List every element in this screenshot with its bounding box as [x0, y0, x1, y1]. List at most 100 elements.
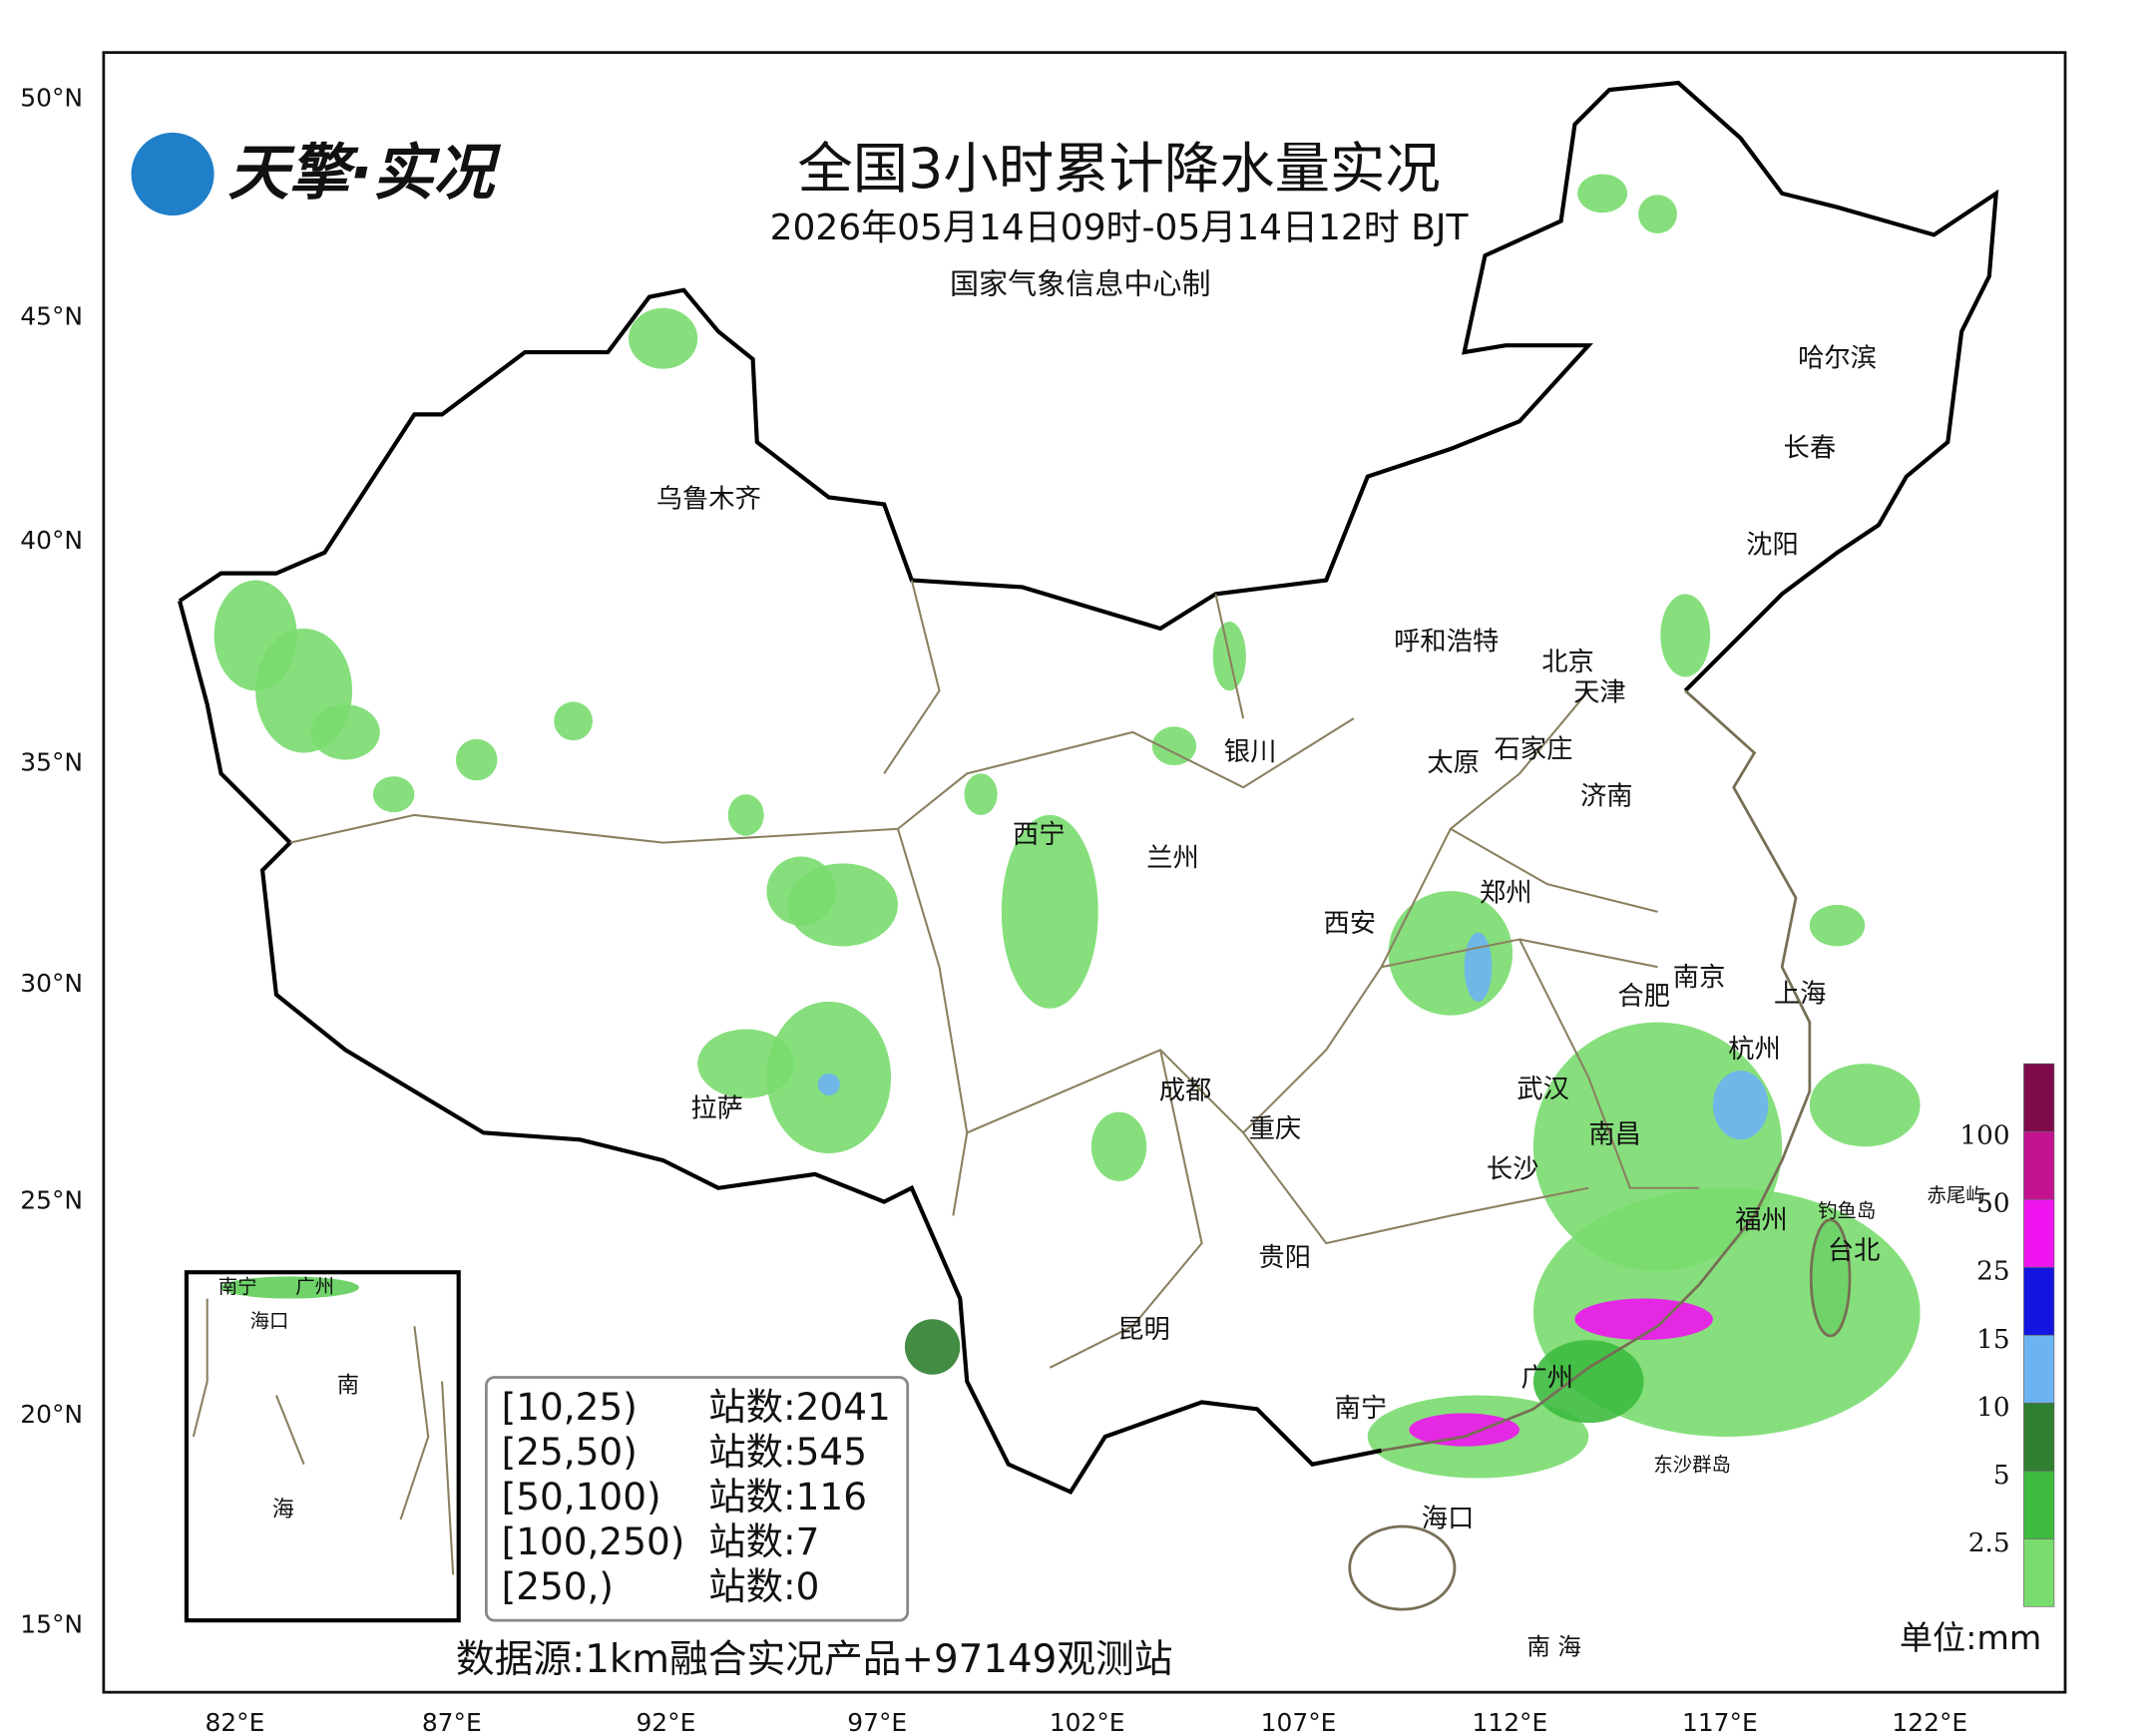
city-label: 呼和浩特 — [1394, 627, 1499, 656]
legend-level: 100 — [1959, 1121, 2009, 1151]
legend-level: 10 — [1976, 1393, 2009, 1423]
taiwan — [1809, 1218, 1852, 1338]
lon-label: 112°E — [1473, 1708, 1548, 1736]
city-label: 昆明 — [1117, 1315, 1170, 1345]
city-label: 南宁 — [1335, 1394, 1388, 1424]
rain-areas — [214, 174, 1921, 1479]
city-label: 太原 — [1427, 748, 1480, 778]
stats-count: 站数:2041 — [708, 1385, 890, 1429]
stats-range: [25,50) — [502, 1430, 638, 1474]
city-label: 沈阳 — [1746, 530, 1799, 560]
title: 全国3小时累计降水量实况 — [797, 138, 1440, 202]
inset-label: 南宁 — [218, 1275, 257, 1298]
legend-level: 50 — [1976, 1189, 2009, 1219]
city-label: 长沙 — [1487, 1154, 1539, 1184]
legend-level: 2.5 — [1968, 1528, 2010, 1558]
city-label: 南京 — [1673, 963, 1726, 993]
province-lines — [289, 580, 1700, 1369]
city-label: 武汉 — [1516, 1075, 1569, 1104]
stats-count: 站数:0 — [708, 1564, 819, 1608]
lat-label: 50°N — [20, 84, 83, 113]
rain-area — [1151, 726, 1197, 766]
rain-area — [1809, 1064, 1921, 1147]
place-label: 东沙群岛 — [1653, 1454, 1731, 1477]
lat-label: 45°N — [20, 301, 83, 330]
rain-area — [1660, 594, 1711, 677]
city-label: 南昌 — [1588, 1120, 1641, 1150]
stats-count: 站数:116 — [708, 1475, 867, 1519]
rain-area — [727, 794, 764, 836]
legend-swatch — [2023, 1470, 2055, 1539]
city-label: 拉萨 — [690, 1093, 743, 1123]
legend-swatch — [2023, 1266, 2055, 1336]
city-label: 贵阳 — [1258, 1243, 1311, 1273]
inset-label: 海口 — [250, 1310, 289, 1333]
coastline — [1381, 689, 1812, 1453]
lat-label: 15°N — [20, 1610, 83, 1639]
inset-label: 南 — [337, 1372, 359, 1398]
stats-count: 站数:545 — [708, 1430, 867, 1474]
city-label: 银川 — [1224, 737, 1277, 767]
rain-area — [1001, 814, 1098, 1009]
stats-range: [100,250) — [502, 1519, 685, 1563]
city-label: 兰州 — [1146, 844, 1199, 874]
logo-icon — [131, 132, 215, 216]
lon-label: 122°E — [1892, 1708, 1967, 1736]
place-label: 赤尾屿 — [1928, 1184, 1985, 1207]
city-label: 哈尔滨 — [1798, 343, 1877, 373]
city-label: 广州 — [1520, 1363, 1573, 1393]
stats-count: 站数:7 — [708, 1519, 819, 1563]
lon-label: 97°E — [847, 1708, 907, 1736]
legend-swatch — [2023, 1334, 2055, 1404]
city-label: 天津 — [1573, 678, 1626, 708]
rain-area — [1577, 174, 1628, 214]
city-label: 西安 — [1323, 909, 1376, 939]
subtitle: 2026年05月14日09时-05月14日12时 BJT — [770, 208, 1470, 248]
city-label: 乌鲁木齐 — [656, 485, 761, 515]
stats-range: [50,100) — [502, 1475, 661, 1519]
city-label: 西宁 — [1013, 820, 1066, 850]
lat-label: 25°N — [20, 1186, 83, 1215]
producer: 国家气象信息中心制 — [950, 267, 1211, 301]
legend-swatch — [2023, 1198, 2055, 1268]
logo-text: 天擎·实况 — [227, 138, 501, 209]
city-label: 台北 — [1828, 1236, 1881, 1266]
rain-area — [1464, 932, 1493, 1002]
china-border — [178, 80, 1999, 692]
inset — [184, 1270, 461, 1623]
lon-label: 92°E — [636, 1708, 695, 1736]
lat-label: 30°N — [20, 969, 83, 998]
legend-swatch — [2023, 1537, 2055, 1607]
city-label: 上海 — [1774, 979, 1827, 1009]
legend-level: 5 — [1993, 1461, 2010, 1491]
rain-area — [1532, 1340, 1644, 1424]
rain-area — [629, 307, 698, 369]
lon-label: 87°E — [422, 1708, 482, 1736]
inset-label: 广州 — [295, 1275, 334, 1298]
city-label: 郑州 — [1480, 878, 1532, 908]
rain-area — [1809, 904, 1866, 947]
city-label: 福州 — [1735, 1205, 1788, 1235]
lon-label: 107°E — [1261, 1708, 1337, 1736]
city-label: 杭州 — [1728, 1035, 1781, 1065]
city-label: 石家庄 — [1494, 734, 1572, 764]
lon-label: 117°E — [1682, 1708, 1758, 1736]
lat-label: 40°N — [20, 526, 83, 555]
rain-area — [372, 776, 415, 813]
place-label: 钓鱼岛 — [1818, 1199, 1876, 1222]
rain-area — [904, 1319, 961, 1375]
data-source: 数据源:1km融合实况产品+97149观测站 — [456, 1637, 1173, 1682]
place-label: 南 海 — [1526, 1632, 1581, 1660]
city-label: 合肥 — [1617, 982, 1670, 1012]
rain-area — [310, 704, 380, 760]
lat-label: 35°N — [20, 748, 83, 777]
city-label: 海口 — [1422, 1505, 1475, 1534]
legend-level: 25 — [1976, 1257, 2009, 1287]
rain-area — [1090, 1111, 1147, 1181]
legend-swatch — [2023, 1063, 2055, 1132]
lon-label: 102°E — [1050, 1708, 1125, 1736]
stats-range: [250,) — [502, 1564, 614, 1608]
rain-area — [964, 773, 998, 815]
